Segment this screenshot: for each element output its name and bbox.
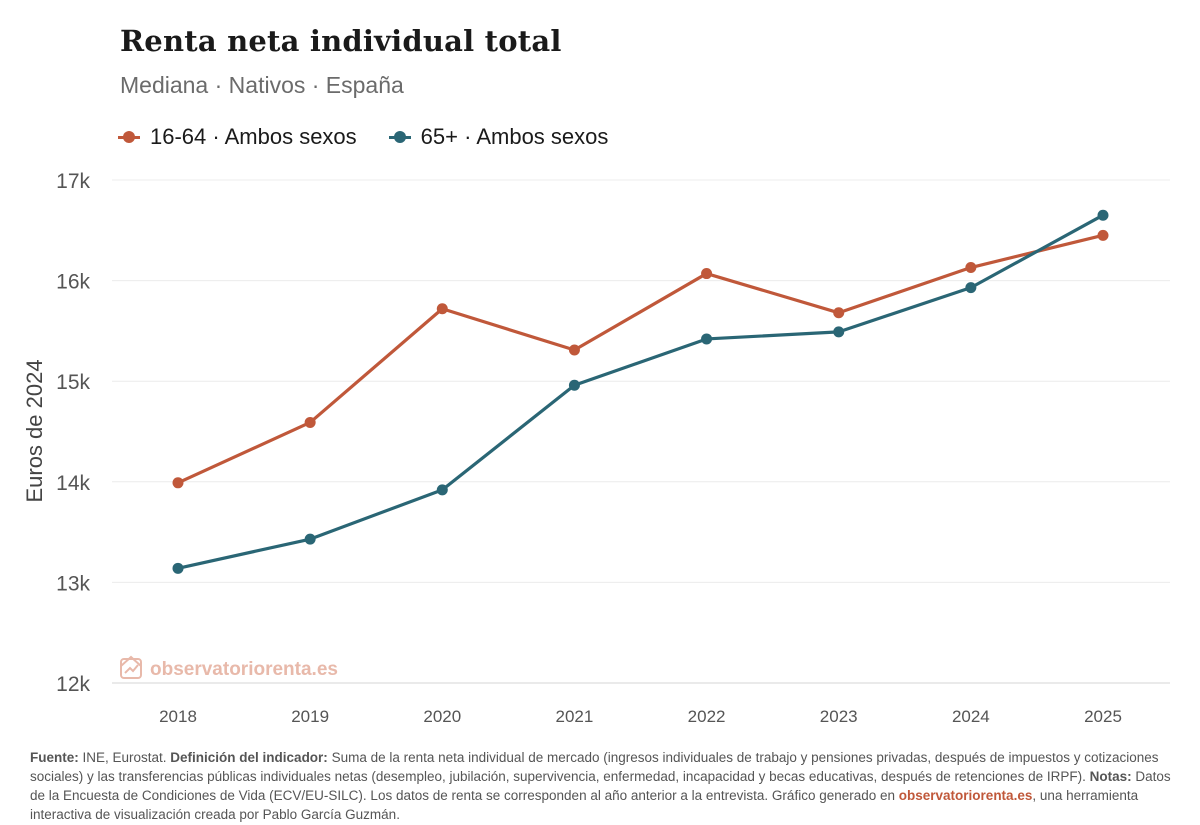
y-tick-label: 14k: [56, 472, 90, 495]
y-tick-label: 15k: [56, 371, 90, 394]
data-point: [701, 333, 713, 345]
footer-definition-text: Suma de la renta neta individual de merc…: [30, 750, 1159, 784]
footer-source-label: Fuente:: [30, 750, 79, 765]
footer-definition-label: Definición del indicador:: [170, 750, 328, 765]
data-point: [1097, 209, 1109, 221]
footer-tail-text: , una herramienta interactiva de visuali…: [30, 788, 1139, 822]
series-2: [172, 209, 1109, 574]
chart-subtitle: Mediana · Nativos · España: [120, 72, 404, 98]
data-point: [568, 344, 580, 356]
data-point: [436, 303, 448, 315]
data-point: [833, 326, 845, 338]
footer-notes-text: Datos de la Encuesta de Condiciones de V…: [30, 769, 1171, 803]
legend-swatch-series-2: [388, 130, 411, 144]
watermark-trend-line: [124, 664, 139, 674]
x-tick-label: 2020: [423, 707, 461, 726]
y-tick-label: 16k: [56, 271, 90, 294]
y-tick-label: 12k: [56, 673, 90, 696]
watermark-text: observatoriorenta.es: [150, 659, 338, 680]
data-point: [304, 416, 316, 428]
data-point: [965, 262, 977, 274]
chart-trend-icon: [120, 655, 142, 667]
x-tick-label: 2019: [291, 707, 329, 726]
legend-swatch-series-1: [118, 130, 140, 144]
watermark-icon-frame: [120, 658, 142, 679]
data-point: [833, 307, 845, 319]
legend-label-series-2: 65+ · Ambos sexos: [420, 124, 609, 149]
data-point: [172, 477, 184, 489]
x-tick-label: 2022: [688, 707, 726, 726]
footer-notes-label: Notas:: [1089, 769, 1132, 784]
x-tick-label: 2024: [952, 707, 990, 726]
x-tick-label: 2021: [556, 707, 594, 726]
chart-title: Renta neta individual total: [120, 24, 562, 58]
x-tick-label: 2023: [820, 707, 858, 726]
data-point: [436, 484, 448, 496]
data-point: [1097, 229, 1109, 241]
data-point: [701, 268, 713, 280]
line-chart: 12k 13k 14k 15k 16k 17k 2018 2019 2020 2021 2022 20…: [22, 170, 1170, 726]
watermark: observatoriorenta.es: [120, 655, 338, 680]
legend: 16-64 · Ambos sexos 65+ · Ambos sexos: [118, 124, 608, 150]
x-tick-label: 2018: [159, 707, 197, 726]
footer-source-text: INE, Eurostat.: [78, 750, 171, 765]
footer-notes: Fuente: INE, Eurostat. Definición del in…: [30, 748, 1180, 824]
footer-site-link[interactable]: observatoriorenta.es: [898, 788, 1033, 803]
series-line: [176, 213, 1105, 570]
y-axis-label: Euros de 2024: [22, 359, 47, 502]
y-tick-label: 17k: [56, 170, 90, 193]
legend-item-series-2[interactable]: 65+ · Ambos sexos: [388, 124, 609, 150]
x-tick-label: 2025: [1084, 707, 1122, 726]
legend-item-series-1[interactable]: 16-64 · Ambos sexos: [118, 124, 357, 150]
data-point: [304, 533, 316, 545]
data-point: [965, 282, 977, 294]
series-1: [172, 229, 1109, 489]
series-line: [176, 233, 1105, 485]
y-tick-label: 13k: [56, 572, 90, 595]
data-point: [172, 562, 184, 574]
data-point: [568, 379, 580, 391]
legend-label-series-1: 16-64 · Ambos sexos: [150, 124, 357, 149]
